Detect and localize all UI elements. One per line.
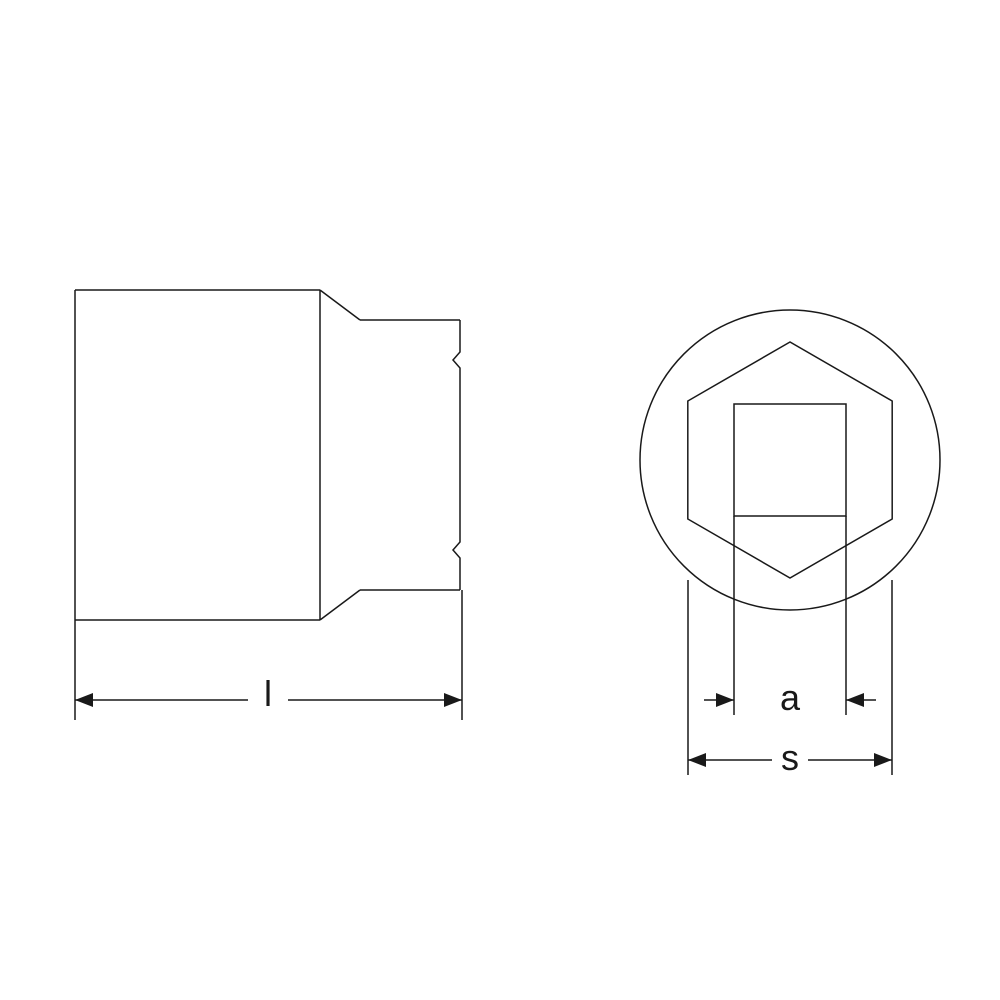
dim-label-a: a: [780, 677, 801, 718]
dim-label-s: s: [781, 737, 799, 778]
dim-label-l: l: [264, 673, 272, 714]
